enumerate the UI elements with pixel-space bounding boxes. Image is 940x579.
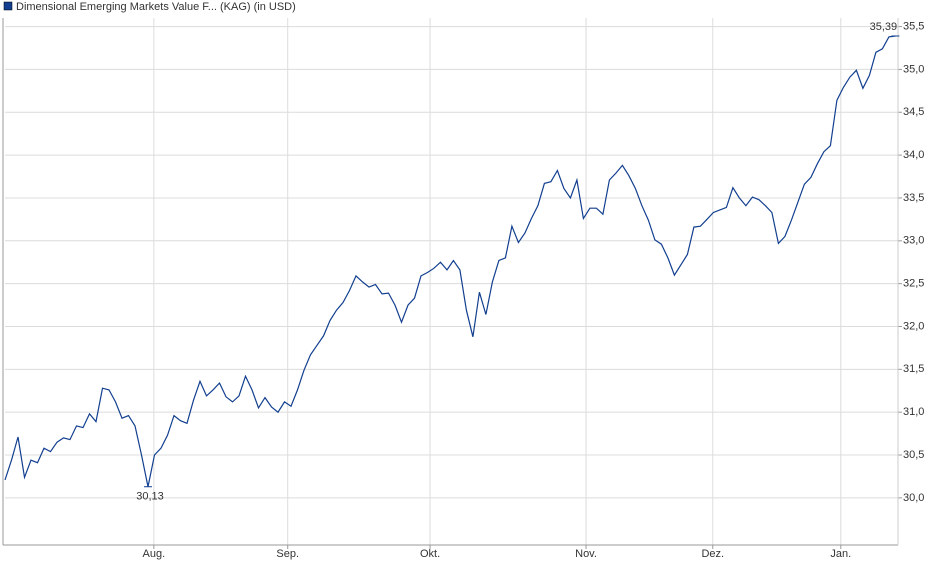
x-tick-label: Sep. [276,548,299,560]
y-tick-label: 33,5 [903,192,924,204]
y-tick-label: 30,5 [903,449,924,461]
legend-swatch [3,1,13,11]
y-tick-label: 31,5 [903,363,924,375]
y-tick-label: 34,0 [903,149,924,161]
extreme-label: 35,39 [870,21,898,33]
legend-label: Dimensional Emerging Markets Value F... … [16,1,296,13]
x-tick-label: Nov. [575,548,597,560]
x-tick-label: Okt. [420,548,440,560]
y-tick-label: 34,5 [903,106,924,118]
x-tick-label: Jan. [830,548,851,560]
y-tick-label: 31,0 [903,406,924,418]
y-tick-label: 30,0 [903,492,924,504]
x-tick-label: Dez. [701,548,724,560]
y-tick-label: 35,5 [903,20,924,32]
y-tick-label: 35,0 [903,63,924,75]
y-tick-label: 32,0 [903,320,924,332]
extreme-label: 30,13 [136,491,164,503]
price-line [4,35,896,487]
y-tick-label: 33,0 [903,235,924,247]
y-tick-label: 32,5 [903,278,924,290]
x-tick-label: Aug. [143,548,166,560]
